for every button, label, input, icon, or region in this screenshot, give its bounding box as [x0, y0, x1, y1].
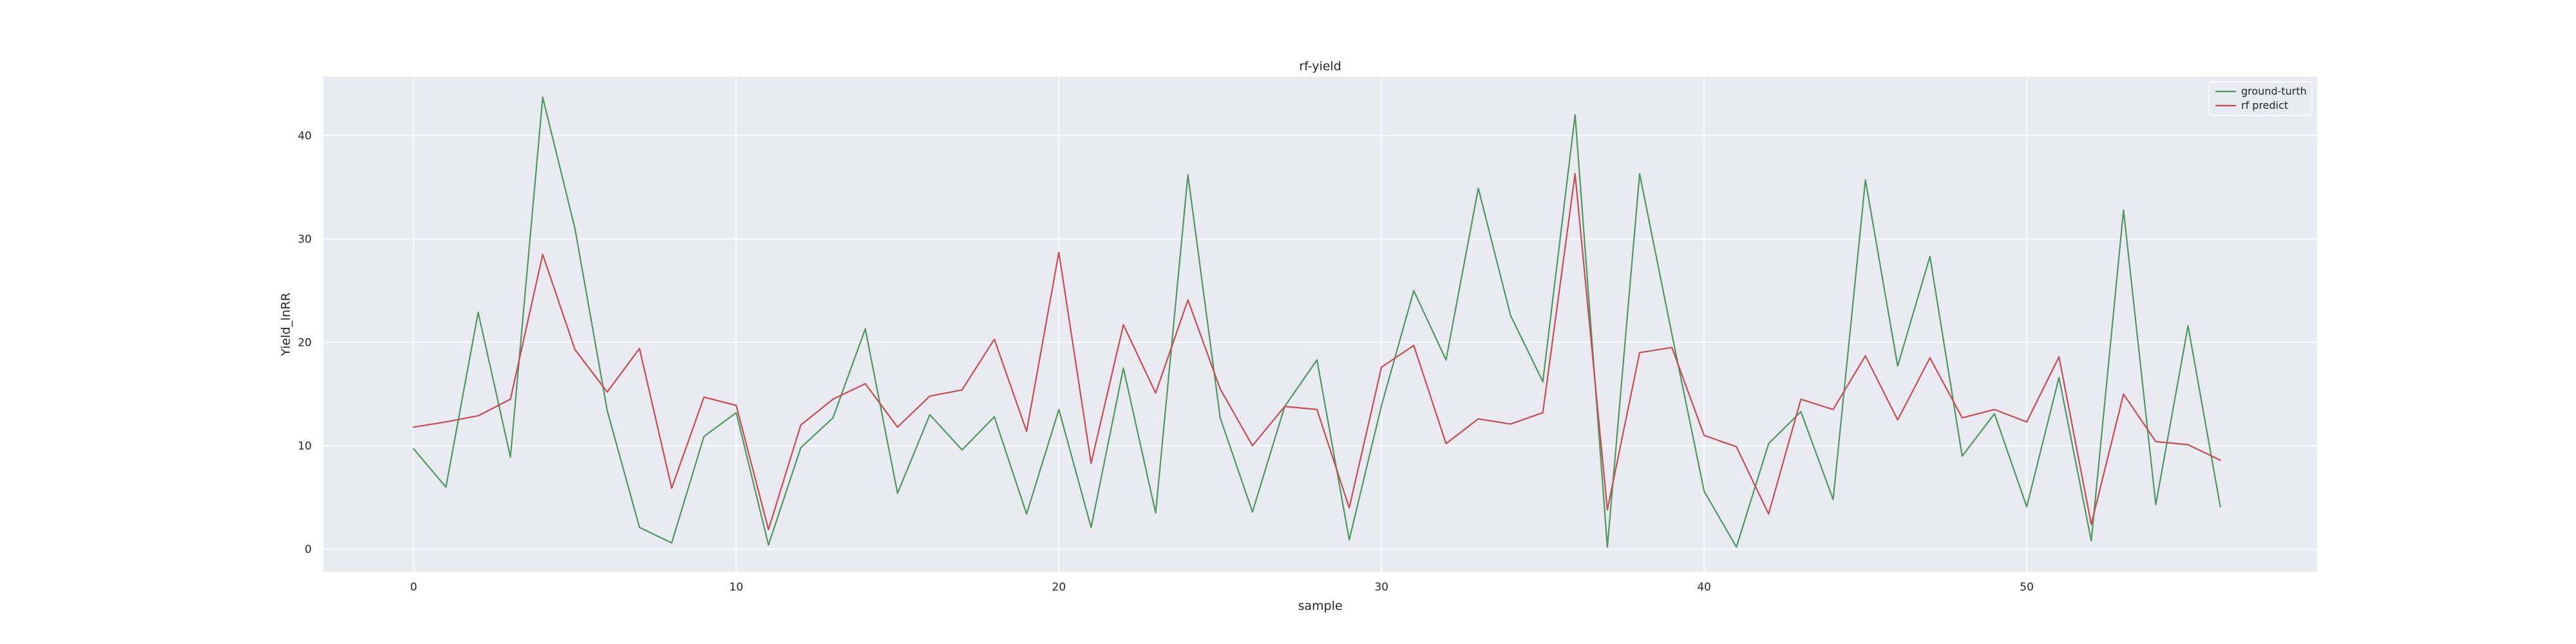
series-line-ground-turth — [413, 97, 2221, 548]
x-tick-label: 50 — [2020, 581, 2034, 594]
y-tick-label: 10 — [298, 440, 312, 453]
series-lines — [413, 97, 2221, 548]
plot-background — [323, 77, 2317, 572]
y-axis-label: Yield_lnRR — [279, 292, 293, 356]
x-tick-label: 30 — [1374, 581, 1388, 594]
chart-title: rf-yield — [1299, 59, 1341, 73]
x-tick-label: 40 — [1697, 581, 1711, 594]
legend-label: ground-turth — [2241, 85, 2307, 97]
y-tick-label: 40 — [298, 130, 312, 143]
y-tick-label: 0 — [305, 544, 312, 556]
y-tick-label: 30 — [298, 233, 312, 246]
x-tick-label: 20 — [1052, 581, 1066, 594]
x-tick-label: 0 — [410, 581, 417, 594]
tick-labels: 0 10 20 30 40 50 0 10 20 30 40 — [298, 130, 2034, 594]
y-tick-label: 20 — [298, 337, 312, 350]
x-axis-label: sample — [1298, 599, 1342, 613]
legend: ground-turth rf predict — [2208, 81, 2313, 116]
series-line-rf-predict — [413, 173, 2221, 531]
x-tick-label: 10 — [729, 581, 743, 594]
legend-label: rf predict — [2241, 99, 2288, 111]
grid-lines — [323, 77, 2317, 572]
legend-frame — [2208, 81, 2313, 116]
